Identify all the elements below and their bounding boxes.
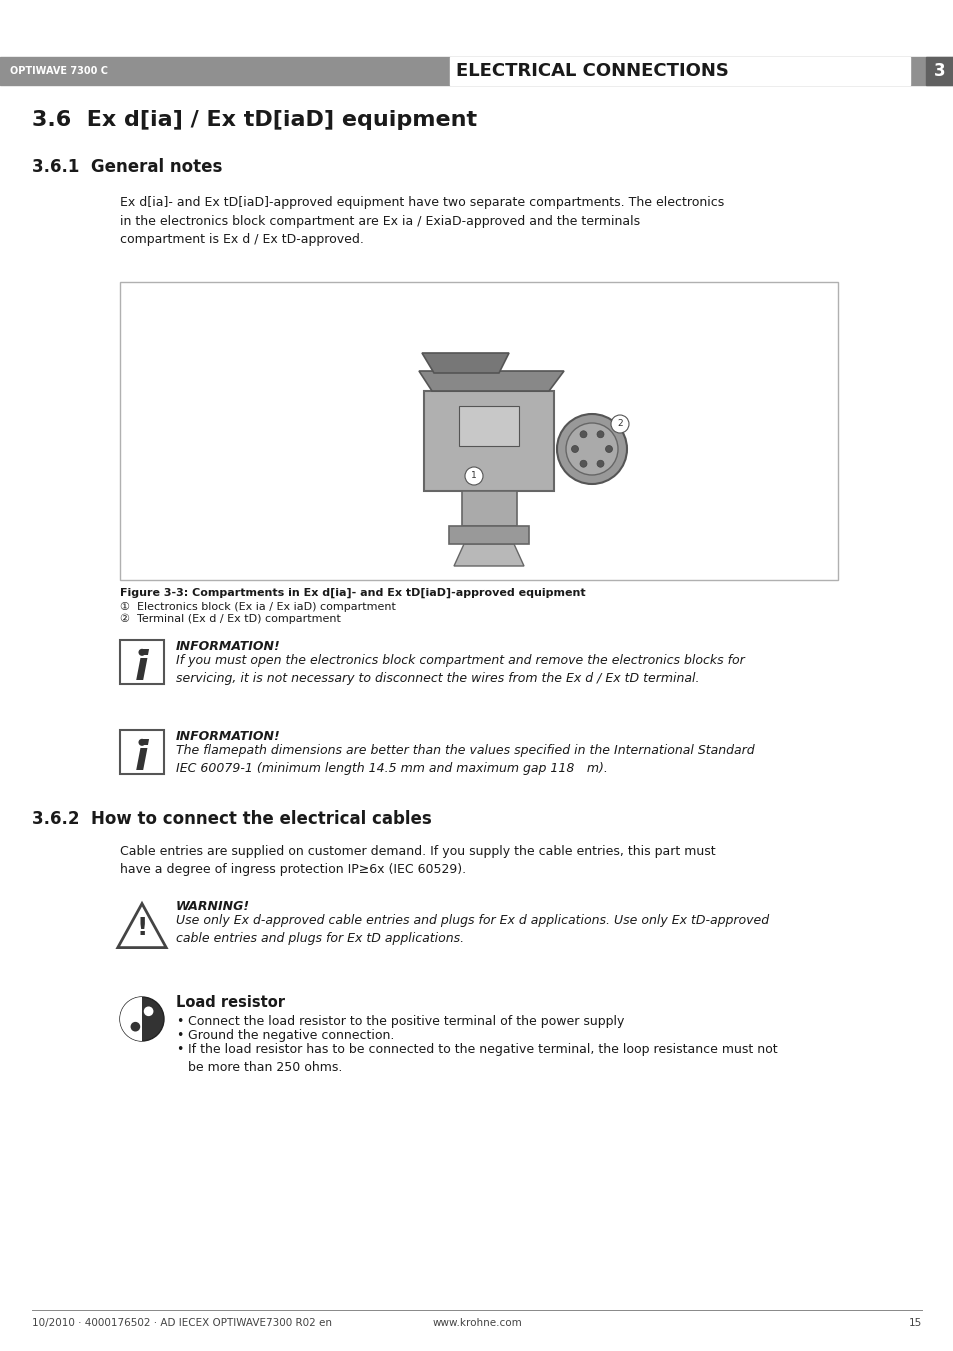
Text: •: • (175, 1015, 183, 1028)
Polygon shape (421, 353, 509, 373)
Bar (423, 390, 554, 490)
Polygon shape (117, 904, 166, 947)
Circle shape (138, 739, 146, 746)
Polygon shape (454, 544, 523, 566)
Circle shape (557, 413, 626, 484)
Text: INFORMATION!: INFORMATION! (175, 730, 280, 743)
Text: If the load resistor has to be connected to the negative terminal, the loop resi: If the load resistor has to be connected… (188, 1043, 777, 1074)
Text: i: i (135, 648, 149, 689)
Text: 3.6.2  How to connect the electrical cables: 3.6.2 How to connect the electrical cabl… (32, 811, 432, 828)
Text: Use only Ex d-approved cable entries and plugs for Ex d applications. Use only E: Use only Ex d-approved cable entries and… (175, 915, 768, 944)
Text: Ex d[ia]- and Ex tD[iaD]-approved equipment have two separate compartments. The : Ex d[ia]- and Ex tD[iaD]-approved equipm… (120, 196, 723, 246)
Bar (0, 57, 953, 85)
Text: Load resistor: Load resistor (175, 994, 285, 1011)
Text: Cable entries are supplied on customer demand. If you supply the cable entries, : Cable entries are supplied on customer d… (120, 844, 715, 877)
Text: i: i (135, 739, 149, 778)
Text: ELECTRICAL CONNECTIONS: ELECTRICAL CONNECTIONS (456, 62, 728, 80)
Circle shape (597, 431, 603, 438)
Text: ②  Terminal (Ex d / Ex tD) compartment: ② Terminal (Ex d / Ex tD) compartment (120, 613, 340, 624)
Text: 3.6  Ex d[ia] / Ex tD[iaD] equipment: 3.6 Ex d[ia] / Ex tD[iaD] equipment (32, 109, 476, 130)
Text: •: • (175, 1029, 183, 1042)
Text: OPTIWAVE 7300 C: OPTIWAVE 7300 C (10, 66, 108, 76)
Circle shape (597, 461, 603, 467)
Text: 3: 3 (933, 62, 944, 80)
Polygon shape (418, 372, 563, 390)
Text: If you must open the electronics block compartment and remove the electronics bl: If you must open the electronics block c… (175, 654, 744, 685)
Text: The flamepath dimensions are better than the values specified in the Internation: The flamepath dimensions are better than… (175, 744, 754, 775)
Text: 2: 2 (617, 420, 622, 428)
Bar (458, 407, 518, 446)
Circle shape (565, 423, 618, 476)
Circle shape (605, 446, 612, 453)
Text: Connect the load resistor to the positive terminal of the power supply: Connect the load resistor to the positiv… (188, 1015, 623, 1028)
Text: 10/2010 · 4000176502 · AD IECEX OPTIWAVE7300 R02 en: 10/2010 · 4000176502 · AD IECEX OPTIWAVE… (32, 1319, 332, 1328)
Circle shape (571, 446, 578, 453)
Bar (120, 640, 164, 684)
Bar (925, 57, 953, 85)
Bar (461, 490, 517, 526)
Circle shape (138, 648, 146, 655)
Circle shape (144, 1006, 153, 1016)
Bar (120, 282, 837, 580)
Circle shape (131, 1021, 140, 1032)
Bar (450, 57, 909, 85)
Circle shape (579, 461, 586, 467)
Text: www.krohne.com: www.krohne.com (432, 1319, 521, 1328)
Text: !: ! (136, 916, 148, 940)
Text: INFORMATION!: INFORMATION! (175, 640, 280, 653)
Circle shape (579, 431, 586, 438)
Text: WARNING!: WARNING! (175, 900, 250, 913)
Circle shape (610, 415, 628, 434)
Text: 1: 1 (471, 471, 476, 481)
Text: 15: 15 (908, 1319, 921, 1328)
Text: 3.6.1  General notes: 3.6.1 General notes (32, 158, 222, 176)
Circle shape (464, 467, 482, 485)
Text: •: • (175, 1043, 183, 1056)
Text: Figure 3-3: Compartments in Ex d[ia]- and Ex tD[iaD]-approved equipment: Figure 3-3: Compartments in Ex d[ia]- an… (120, 588, 585, 598)
Text: Ground the negative connection.: Ground the negative connection. (188, 1029, 394, 1042)
Polygon shape (120, 997, 142, 1042)
Bar (120, 730, 164, 774)
Text: ①  Electronics block (Ex ia / Ex iaD) compartment: ① Electronics block (Ex ia / Ex iaD) com… (120, 603, 395, 612)
Circle shape (120, 997, 164, 1042)
Bar (449, 526, 529, 544)
